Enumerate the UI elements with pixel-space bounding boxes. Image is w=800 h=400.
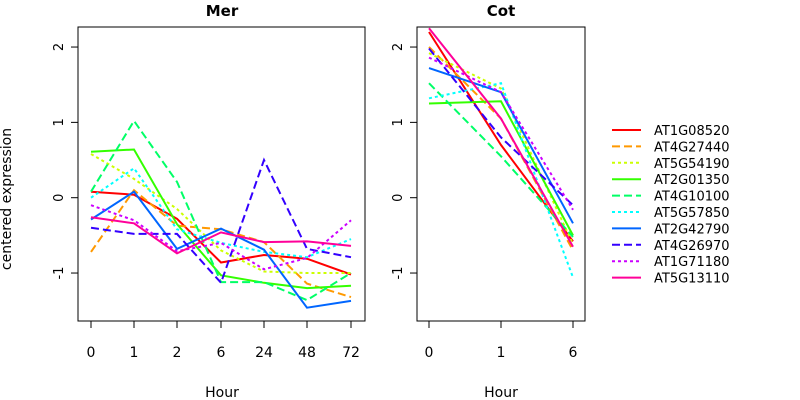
mer-series-line-at2g01350 — [90, 148, 352, 290]
cot-series-line-at4g10100 — [428, 82, 574, 238]
mer-x-tick-label: 6 — [217, 345, 226, 361]
mer-series-line-at2g42790 — [90, 190, 352, 309]
mer-series-line-at5g57850 — [90, 166, 352, 259]
cot-y-tick-label: 2 — [391, 43, 406, 51]
legend-item: AT5G57850 — [612, 206, 730, 221]
legend-label: AT5G13110 — [654, 272, 730, 287]
panel-cot-y-axis: -1 0 1 2 — [391, 43, 417, 280]
mer-x-tick-label: 72 — [342, 345, 360, 361]
legend-label: AT4G27440 — [654, 140, 730, 155]
legend-label: AT4G10100 — [654, 190, 730, 205]
legend-item: AT1G08520 — [612, 124, 730, 139]
mer-x-tick-label: 1 — [130, 345, 139, 361]
cot-series-line-at4g27440 — [428, 46, 574, 251]
panel-mer-title: Mer — [206, 2, 239, 20]
cot-series-line-at4g26970 — [428, 47, 574, 206]
panel-mer-y-axis: -1 0 1 2 — [52, 43, 78, 280]
mer-x-tick-label: 48 — [298, 345, 316, 361]
cot-x-tick-label: 6 — [569, 345, 578, 361]
panel-cot-x-axis-label: Hour — [484, 385, 518, 400]
y-axis-label: centered expression — [0, 128, 15, 270]
cot-y-tick-label: 0 — [391, 194, 406, 202]
cot-series-line-at5g54190 — [428, 52, 574, 245]
legend-item: AT4G10100 — [612, 190, 730, 205]
mer-series-line-at5g54190 — [90, 153, 351, 274]
mer-series-line-at1g08520 — [90, 190, 352, 276]
cot-series-line-at1g71180 — [428, 56, 574, 211]
panel-mer-x-axis-label: Hour — [205, 385, 239, 400]
cot-series-line-at5g57850 — [428, 82, 574, 278]
panel-mer-x-axis: 0 1 2 6 24 48 72 — [87, 321, 360, 361]
cot-series-line-at2g01350 — [428, 100, 574, 236]
mer-y-tick-label: 1 — [52, 118, 67, 126]
legend-label: AT1G71180 — [654, 255, 730, 270]
legend-label: AT4G26970 — [654, 239, 730, 254]
legend-label: AT2G01350 — [654, 173, 730, 188]
mer-series-line-at5g13110 — [90, 216, 352, 255]
mer-x-tick-label: 2 — [173, 345, 182, 361]
legend-item: AT5G54190 — [612, 157, 730, 172]
mer-x-tick-label: 0 — [87, 345, 96, 361]
legend-item: AT1G71180 — [612, 255, 730, 270]
panel-cot-plot-box — [416, 26, 586, 322]
legend-item: AT4G27440 — [612, 140, 730, 155]
panel-cot: Cot -1 0 1 2 0 1 6 Hour — [391, 2, 586, 400]
cot-x-tick-label: 1 — [497, 345, 506, 361]
panel-mer: Mer -1 0 1 2 0 1 2 6 24 48 72 Hour — [52, 2, 366, 400]
legend-label: AT1G08520 — [654, 124, 730, 139]
legend-item: AT5G13110 — [612, 272, 730, 287]
mer-x-tick-label: 24 — [255, 345, 273, 361]
legend-label: AT5G54190 — [654, 157, 730, 172]
mer-y-tick-label: 2 — [52, 43, 67, 51]
legend-item: AT2G01350 — [612, 173, 730, 188]
panel-mer-plot-box — [77, 26, 366, 322]
panel-cot-series — [428, 27, 574, 278]
mer-y-tick-label: -1 — [52, 267, 67, 280]
cot-y-tick-label: -1 — [391, 267, 406, 280]
cot-y-tick-label: 1 — [391, 118, 406, 126]
legend-label: AT2G42790 — [654, 222, 730, 237]
cot-series-line-at5g13110 — [428, 27, 574, 248]
legend-label: AT5G57850 — [654, 206, 730, 221]
mer-y-tick-label: 0 — [52, 194, 67, 202]
legend-item: AT2G42790 — [612, 222, 730, 237]
panel-cot-x-axis: 0 1 6 — [425, 321, 578, 361]
cot-x-tick-label: 0 — [425, 345, 434, 361]
panel-mer-series — [90, 119, 352, 309]
legend-item: AT4G26970 — [612, 239, 730, 254]
mer-series-line-at4g26970 — [90, 157, 352, 285]
panel-cot-title: Cot — [487, 2, 515, 20]
